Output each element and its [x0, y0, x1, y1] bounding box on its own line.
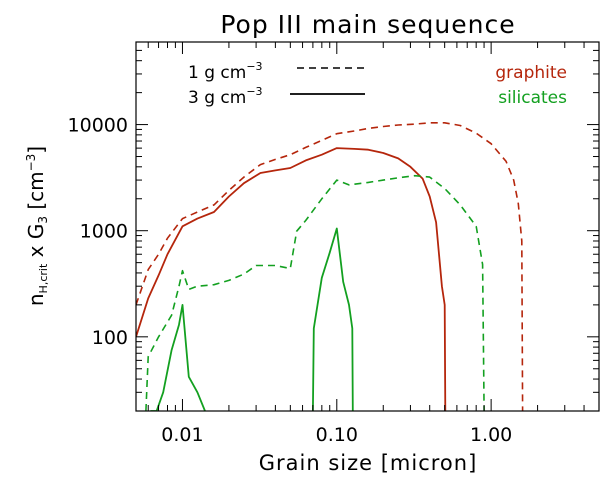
chart-title: Pop III main sequence	[220, 10, 515, 39]
series-graphite-1gcm3-0	[136, 122, 524, 411]
x-tick-label: 1.00	[470, 424, 512, 446]
y-tick-label: 100	[92, 327, 128, 349]
y-axis-label-sub2: 3	[36, 216, 50, 224]
y-axis-label: nH,crit x G3 [cm−3]	[24, 146, 50, 306]
series-silicates-3gcm3-3	[150, 303, 206, 411]
y-tick-label: 10000	[68, 115, 128, 137]
y-axis-label-unit: [cm	[24, 171, 48, 216]
series-silicates-3gcm3-4	[312, 227, 354, 411]
legend-entry-1gcm3: 1 g cm−3	[188, 60, 263, 83]
x-tick-label: 0.01	[161, 424, 203, 446]
x-axis-label: Grain size [micron]	[259, 451, 478, 475]
y-tick-label: 1000	[80, 221, 128, 243]
series-graphite-3gcm3-1	[136, 147, 447, 411]
x-tick-label: 0.10	[316, 424, 358, 446]
y-axis: 100 1000 10000	[68, 41, 599, 412]
legend-graphite: graphite	[495, 63, 567, 83]
y-axis-label-x-g: x G	[24, 224, 48, 264]
x-axis: 0.01 0.10 1.00	[135, 42, 600, 446]
legend-silicates: silicates	[498, 88, 567, 108]
series-layer	[136, 122, 524, 411]
legend-entry-3gcm3: 3 g cm−3	[188, 85, 263, 108]
legend-materials: graphite silicates	[495, 63, 567, 108]
plot-frame	[135, 41, 600, 412]
y-axis-label-unit-end: ]	[24, 146, 48, 154]
legend-line-styles: 1 g cm−3 3 g cm−3	[188, 60, 365, 108]
y-axis-label-sub: H,crit	[37, 263, 50, 293]
series-silicates-1gcm3-2	[145, 174, 485, 411]
y-axis-label-n: n	[24, 293, 48, 306]
y-axis-label-unit-sup: −3	[24, 154, 38, 172]
